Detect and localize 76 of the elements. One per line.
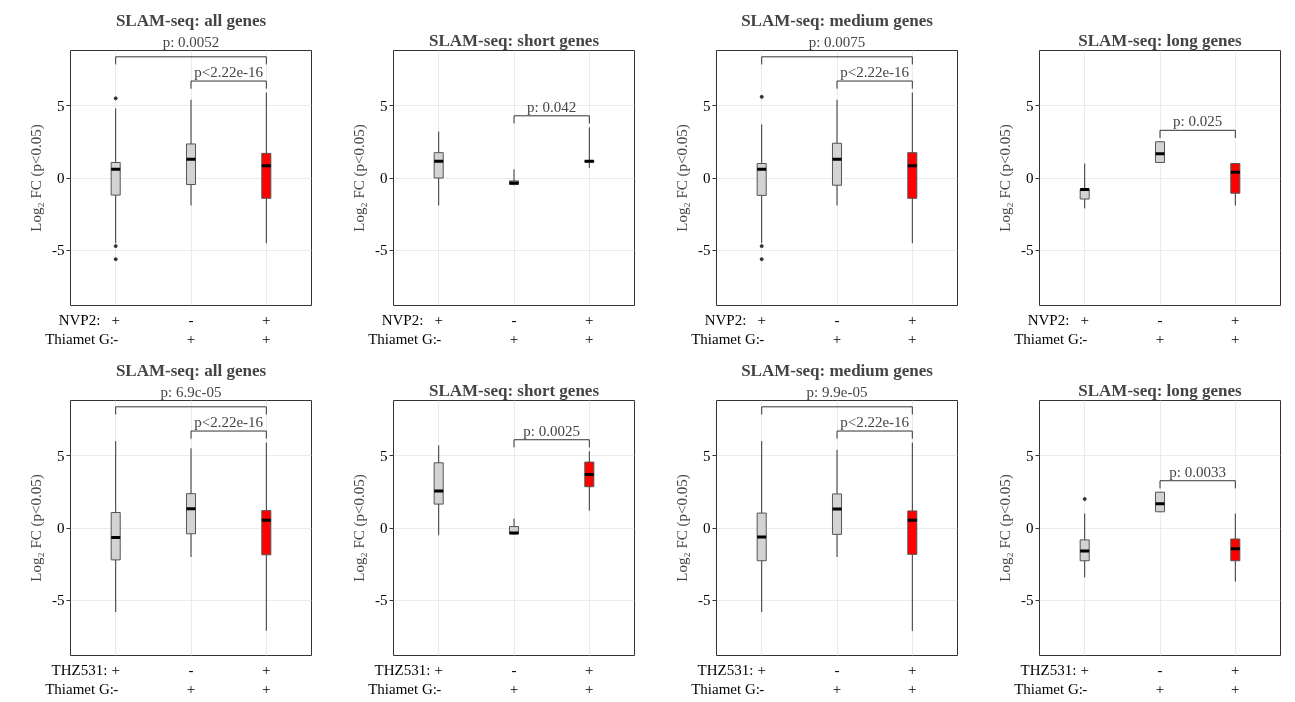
y-axis-title: Log₂ FC (p<0.05) xyxy=(28,474,45,582)
x-tick-label: - + xyxy=(509,311,519,347)
text: p: 0.0075 xyxy=(808,33,866,50)
x-tick-label: - + xyxy=(832,661,842,697)
text: p: 0.0052 xyxy=(162,33,220,50)
y-axis-title: Log₂ FC (p<0.05) xyxy=(674,474,691,582)
x-tick-label: - + xyxy=(1155,661,1165,697)
text: THZ531: Thiamet G: xyxy=(368,661,437,697)
x-tick-label: - + xyxy=(509,661,519,697)
text: THZ531: Thiamet G: xyxy=(1014,661,1083,697)
y-tick-label: -5 xyxy=(52,242,65,259)
annotation: p<2.22e-16 xyxy=(194,64,264,81)
y-tick-label: -5 xyxy=(52,592,65,609)
chart-title: SLAM-seq: long genes xyxy=(1078,380,1243,400)
annotation: p: 0.0025 xyxy=(523,422,580,439)
text: THZ531: Thiamet G: xyxy=(691,661,760,697)
y-tick-label: 0 xyxy=(703,170,711,186)
annotation: p<2.22e-16 xyxy=(840,414,910,431)
y-tick-label: 5 xyxy=(703,447,711,464)
y-axis-title: Log₂ FC (p<0.05) xyxy=(997,474,1014,582)
x-tick-label: + + xyxy=(262,311,271,347)
y-tick-label: 0 xyxy=(57,520,65,536)
y-tick-label: 0 xyxy=(1026,170,1034,186)
y-tick-label: 0 xyxy=(380,520,388,536)
text: p: 9.9e-05 xyxy=(806,383,868,400)
y-tick-label: 5 xyxy=(1026,97,1034,114)
annotation: p: 0.0033 xyxy=(1169,463,1226,480)
text: NVP2: Thiamet G: xyxy=(45,311,114,347)
y-axis-title: Log₂ FC (p<0.05) xyxy=(997,124,1014,232)
chart-title: SLAM-seq: medium genes xyxy=(741,10,934,30)
y-tick-label: -5 xyxy=(1021,592,1034,609)
chart-title: SLAM-seq: short genes xyxy=(429,30,600,50)
annotation: p<2.22e-16 xyxy=(194,414,264,431)
y-tick-label: -5 xyxy=(698,592,711,609)
x-tick-label: - + xyxy=(1155,311,1165,347)
y-tick-label: 0 xyxy=(380,170,388,186)
text: NVP2: Thiamet G: xyxy=(368,311,437,347)
chart-title: SLAM-seq: medium genes xyxy=(741,360,934,380)
y-axis-title: Log₂ FC (p<0.05) xyxy=(28,124,45,232)
y-tick-label: 5 xyxy=(703,97,711,114)
x-tick-label: + + xyxy=(262,661,271,697)
y-axis-title: Log₂ FC (p<0.05) xyxy=(674,124,691,232)
x-tick-label: + + xyxy=(585,311,594,347)
text: NVP2: Thiamet G: xyxy=(691,311,760,347)
y-tick-label: 0 xyxy=(703,520,711,536)
text: THZ531: Thiamet G: xyxy=(45,661,114,697)
y-tick-label: 5 xyxy=(1026,447,1034,464)
y-tick-label: 5 xyxy=(380,97,388,114)
y-tick-label: 5 xyxy=(57,447,65,464)
text: NVP2: Thiamet G: xyxy=(1014,311,1083,347)
y-axis-title: Log₂ FC (p<0.05) xyxy=(351,124,368,232)
x-tick-label: + + xyxy=(1231,311,1240,347)
y-axis-title: Log₂ FC (p<0.05) xyxy=(351,474,368,582)
x-tick-label: + + xyxy=(1231,661,1240,697)
chart-title: SLAM-seq: all genes xyxy=(115,10,267,30)
x-tick-label: + + xyxy=(908,661,917,697)
chart-title: SLAM-seq: long genes xyxy=(1078,30,1243,50)
y-tick-label: 0 xyxy=(1026,520,1034,536)
x-tick-label: + + xyxy=(585,661,594,697)
chart-title: SLAM-seq: all genes xyxy=(115,360,267,380)
y-tick-label: 5 xyxy=(57,97,65,114)
y-tick-label: 0 xyxy=(57,170,65,186)
x-tick-label: + + xyxy=(908,311,917,347)
y-tick-label: -5 xyxy=(1021,242,1034,259)
x-tick-label: - + xyxy=(186,311,196,347)
y-tick-label: -5 xyxy=(698,242,711,259)
annotation: p<2.22e-16 xyxy=(840,64,910,81)
chart-title: SLAM-seq: short genes xyxy=(429,380,600,400)
x-tick-label: - + xyxy=(186,661,196,697)
y-tick-label: -5 xyxy=(375,592,388,609)
y-tick-label: -5 xyxy=(375,242,388,259)
y-tick-label: 5 xyxy=(380,447,388,464)
annotation: p: 0.025 xyxy=(1173,113,1223,130)
x-tick-label: - + xyxy=(832,311,842,347)
annotation: p: 0.042 xyxy=(527,98,577,115)
text: p: 6.9c-05 xyxy=(160,383,222,400)
